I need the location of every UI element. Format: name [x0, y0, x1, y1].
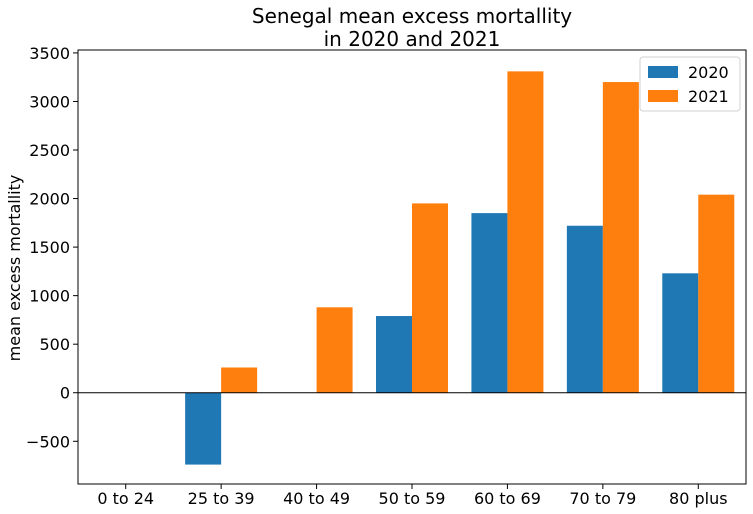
y-tick-label: 500 — [39, 335, 70, 354]
legend-swatch-2021 — [648, 90, 678, 102]
plot-frame — [77, 49, 747, 485]
y-tick-label: 1500 — [29, 238, 70, 257]
bar-2021-5 — [602, 82, 639, 393]
x-tick-label: 60 to 69 — [474, 489, 541, 508]
y-tick-label: −500 — [26, 432, 70, 451]
bar-2020-4 — [471, 213, 508, 393]
bar-2021-6 — [698, 194, 735, 393]
x-tick-label: 50 to 59 — [379, 489, 446, 508]
bar-2021-1 — [221, 367, 258, 393]
bar-2020-5 — [566, 225, 603, 393]
x-tick-label: 70 to 79 — [569, 489, 636, 508]
bars-group — [185, 71, 735, 465]
x-ticks-group: 0 to 24 25 to 39 40 to 49 50 to 59 60 to 69 7… — [97, 484, 728, 508]
legend-swatch-2020 — [648, 66, 678, 78]
bar-2021-4 — [507, 71, 544, 393]
chart-title-line-1: Senegal mean excess mortallity — [252, 4, 572, 28]
legend-label-2020: 2020 — [688, 63, 729, 82]
y-tick-label: 0 — [60, 384, 70, 403]
chart-title-line-2: in 2020 and 2021 — [324, 27, 501, 51]
y-tick-label: 2500 — [29, 141, 70, 160]
legend-label-2021: 2021 — [688, 87, 729, 106]
y-ticks-group: −500 0 500 1000 1500 2000 2500 3000 3500 — [26, 44, 78, 451]
x-tick-label: 25 to 39 — [188, 489, 255, 508]
y-tick-label: 3000 — [29, 92, 70, 111]
bar-2020-3 — [376, 316, 412, 393]
x-tick-label: 0 to 24 — [97, 489, 154, 508]
x-tick-label: 80 plus — [669, 489, 728, 508]
bar-2020-1 — [185, 392, 222, 465]
legend: 2020 2021 — [639, 56, 741, 112]
x-tick-label: 40 to 49 — [283, 489, 350, 508]
y-tick-label: 2000 — [29, 190, 70, 209]
y-tick-label: 3500 — [29, 44, 70, 63]
bar-2020-6 — [662, 273, 699, 393]
bar-2021-3 — [412, 203, 448, 393]
y-axis-label: mean excess mortallity — [5, 175, 24, 362]
y-tick-label: 1000 — [29, 287, 70, 306]
bar-2021-2 — [316, 307, 353, 393]
